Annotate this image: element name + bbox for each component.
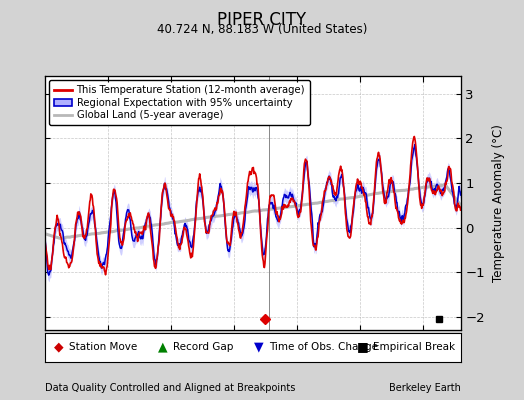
Text: Time of Obs. Change: Time of Obs. Change (269, 342, 378, 352)
Text: ▲: ▲ (158, 340, 168, 354)
Text: Data Quality Controlled and Aligned at Breakpoints: Data Quality Controlled and Aligned at B… (45, 383, 295, 393)
Text: ◆: ◆ (54, 340, 64, 354)
Text: ▼: ▼ (254, 340, 264, 354)
Text: Empirical Break: Empirical Break (373, 342, 455, 352)
Text: ■: ■ (357, 340, 369, 354)
Text: Record Gap: Record Gap (173, 342, 233, 352)
Y-axis label: Temperature Anomaly (°C): Temperature Anomaly (°C) (492, 124, 505, 282)
Text: Station Move: Station Move (69, 342, 137, 352)
Legend: This Temperature Station (12-month average), Regional Expectation with 95% uncer: This Temperature Station (12-month avera… (49, 80, 310, 125)
Text: PIPER CITY: PIPER CITY (217, 11, 307, 29)
Text: 40.724 N, 88.183 W (United States): 40.724 N, 88.183 W (United States) (157, 23, 367, 36)
Text: Berkeley Earth: Berkeley Earth (389, 383, 461, 393)
